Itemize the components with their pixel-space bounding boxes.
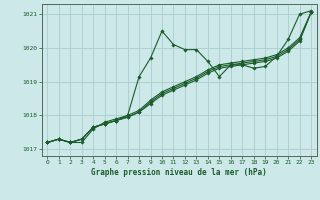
X-axis label: Graphe pression niveau de la mer (hPa): Graphe pression niveau de la mer (hPa) (91, 168, 267, 177)
